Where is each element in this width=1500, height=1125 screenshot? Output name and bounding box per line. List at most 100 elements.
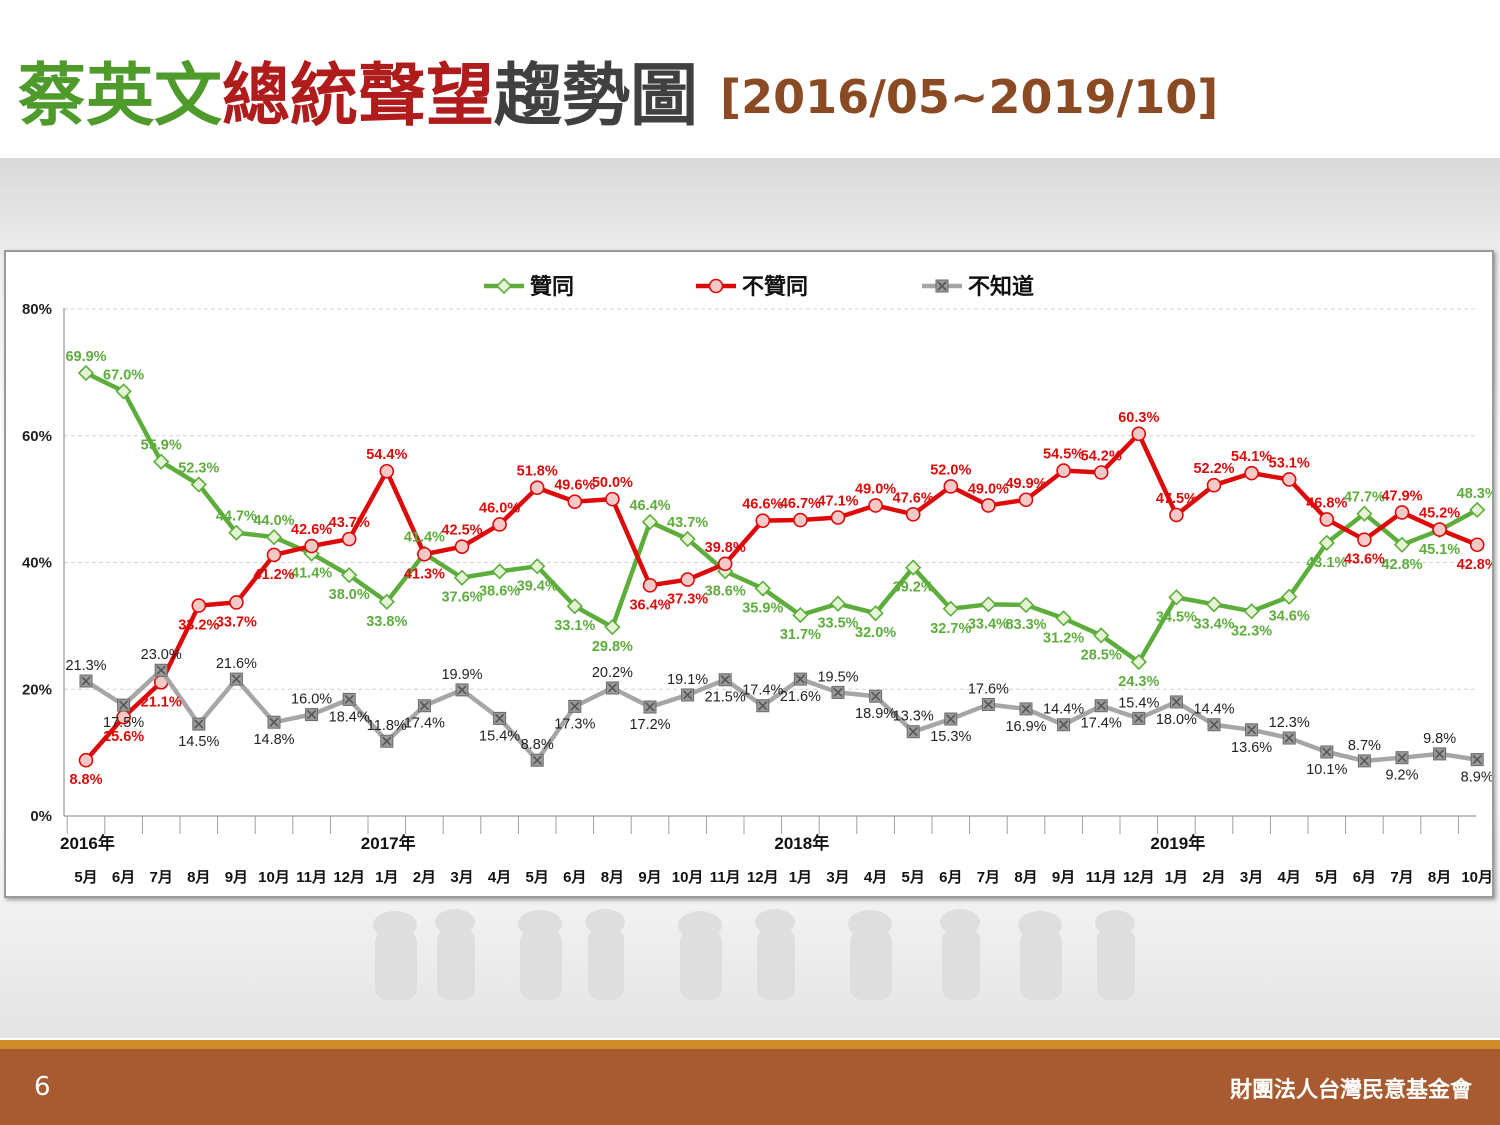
data-label-unknown: 21.6%	[780, 689, 821, 705]
data-label-unknown: 18.0%	[1156, 712, 1197, 728]
data-point-unknown-cross	[570, 701, 580, 711]
data-point-unknown	[455, 683, 469, 697]
data-label-disapprove: 42.5%	[441, 523, 482, 539]
data-point-disapprove	[755, 513, 771, 528]
data-point-approve	[1318, 534, 1335, 551]
x-category-label: 7月	[1390, 869, 1413, 886]
data-point-approve	[1243, 603, 1260, 620]
x-category-label: 3月	[450, 869, 473, 886]
data-point-disapprove	[1206, 477, 1222, 493]
data-point-disapprove	[379, 463, 395, 479]
data-point-disapprove-shape	[605, 491, 620, 507]
data-label-approve: 45.1%	[1419, 542, 1460, 558]
data-label-unknown: 23.0%	[141, 647, 182, 663]
y-tick-label: 20%	[22, 681, 52, 698]
title-date-range: [2016/05~2019/10]	[720, 70, 1219, 124]
x-category-label: 3月	[826, 869, 849, 886]
data-point-unknown	[154, 663, 168, 677]
data-point-unknown-cross	[833, 687, 843, 697]
data-point-unknown	[493, 711, 507, 725]
data-label-unknown: 8.7%	[1348, 738, 1381, 754]
data-point-disapprove	[793, 512, 808, 528]
data-label-approve: 38.6%	[705, 583, 746, 599]
data-point-approve	[153, 453, 170, 470]
data-label-disapprove: 47.6%	[893, 490, 934, 506]
data-point-unknown	[1169, 695, 1183, 709]
data-label-disapprove: 42.8%	[1457, 557, 1492, 573]
x-category-label: 10月	[1461, 869, 1492, 886]
data-point-unknown-cross	[683, 690, 693, 700]
x-year-label: 2018年	[774, 833, 829, 853]
data-point-unknown	[1320, 745, 1334, 759]
data-point-disapprove-shape	[680, 572, 695, 587]
data-label-approve: 33.8%	[366, 614, 407, 630]
data-label-approve: 41.4%	[291, 566, 332, 582]
data-point-unknown	[117, 698, 131, 712]
data-point-unknown-cross	[382, 736, 392, 746]
data-point-approve-shape	[1093, 627, 1110, 644]
data-point-disapprove	[304, 538, 319, 554]
data-point-disapprove-shape	[755, 513, 771, 528]
data-point-approve-shape	[1243, 603, 1260, 620]
data-label-disapprove: 33.7%	[216, 614, 257, 630]
x-category-label: 3月	[1240, 869, 1263, 886]
x-category-label: 8月	[601, 869, 624, 886]
data-point-unknown-cross	[908, 727, 918, 737]
data-label-unknown: 18.4%	[329, 709, 370, 725]
data-label-unknown: 14.4%	[1193, 702, 1234, 718]
data-label-unknown: 17.2%	[629, 717, 670, 733]
data-point-approve	[604, 619, 621, 636]
data-point-disapprove-shape	[1394, 505, 1410, 520]
data-point-disapprove	[454, 539, 470, 554]
data-label-unknown: 9.2%	[1385, 768, 1418, 784]
x-category-label: 11月	[296, 869, 327, 886]
legend-marker-approve	[495, 277, 513, 295]
data-label-disapprove: 33.2%	[178, 618, 219, 634]
data-point-approve	[754, 580, 771, 597]
data-point-disapprove-shape	[266, 547, 282, 563]
data-label-unknown: 18.9%	[855, 706, 896, 722]
data-label-unknown: 17.3%	[554, 716, 595, 732]
data-label-unknown: 19.1%	[667, 672, 708, 688]
data-label-approve: 33.4%	[1193, 616, 1234, 632]
data-label-approve: 41.4%	[404, 530, 445, 546]
data-point-unknown	[267, 715, 281, 729]
data-point-disapprove-shape	[830, 510, 846, 525]
data-label-unknown: 9.8%	[1423, 731, 1456, 747]
data-label-approve: 32.7%	[930, 621, 971, 637]
data-point-unknown	[1433, 747, 1447, 761]
x-category-label: 11月	[710, 869, 741, 886]
data-point-unknown	[1282, 731, 1296, 745]
data-label-approve: 31.2%	[1043, 630, 1084, 646]
data-label-unknown: 15.4%	[479, 728, 520, 744]
data-label-approve: 38.6%	[479, 583, 520, 599]
data-point-unknown	[756, 699, 770, 713]
data-point-disapprove-shape	[793, 512, 808, 528]
data-label-approve: 37.6%	[441, 590, 482, 606]
title-part-subject: 總統聲望	[222, 57, 495, 136]
y-tick-label: 60%	[22, 428, 52, 445]
data-point-approve	[905, 559, 922, 576]
data-label-disapprove: 37.3%	[667, 592, 708, 608]
x-category-label: 9月	[1052, 869, 1075, 886]
data-point-approve	[1093, 627, 1110, 644]
data-point-unknown-cross	[231, 674, 241, 684]
x-category-label: 10月	[672, 869, 704, 886]
organization-name: 財團法人台灣民意基金會	[1229, 1078, 1472, 1103]
data-label-disapprove: 49.9%	[1005, 476, 1046, 492]
data-point-unknown	[568, 699, 582, 713]
data-point-disapprove-shape	[1131, 426, 1147, 442]
data-point-disapprove	[229, 595, 244, 610]
data-point-disapprove-shape	[981, 498, 996, 513]
x-category-label: 4月	[488, 869, 511, 886]
data-label-disapprove: 43.6%	[1344, 552, 1385, 568]
data-label-unknown: 10.1%	[1306, 762, 1347, 778]
data-point-unknown-cross	[156, 665, 166, 675]
data-label-unknown: 14.8%	[253, 732, 294, 748]
data-point-approve	[265, 529, 283, 546]
data-point-disapprove	[266, 547, 282, 563]
data-point-unknown	[1057, 718, 1071, 732]
data-label-unknown: 8.8%	[521, 737, 554, 753]
data-point-disapprove-shape	[642, 578, 658, 593]
x-category-label: 8月	[187, 869, 210, 886]
